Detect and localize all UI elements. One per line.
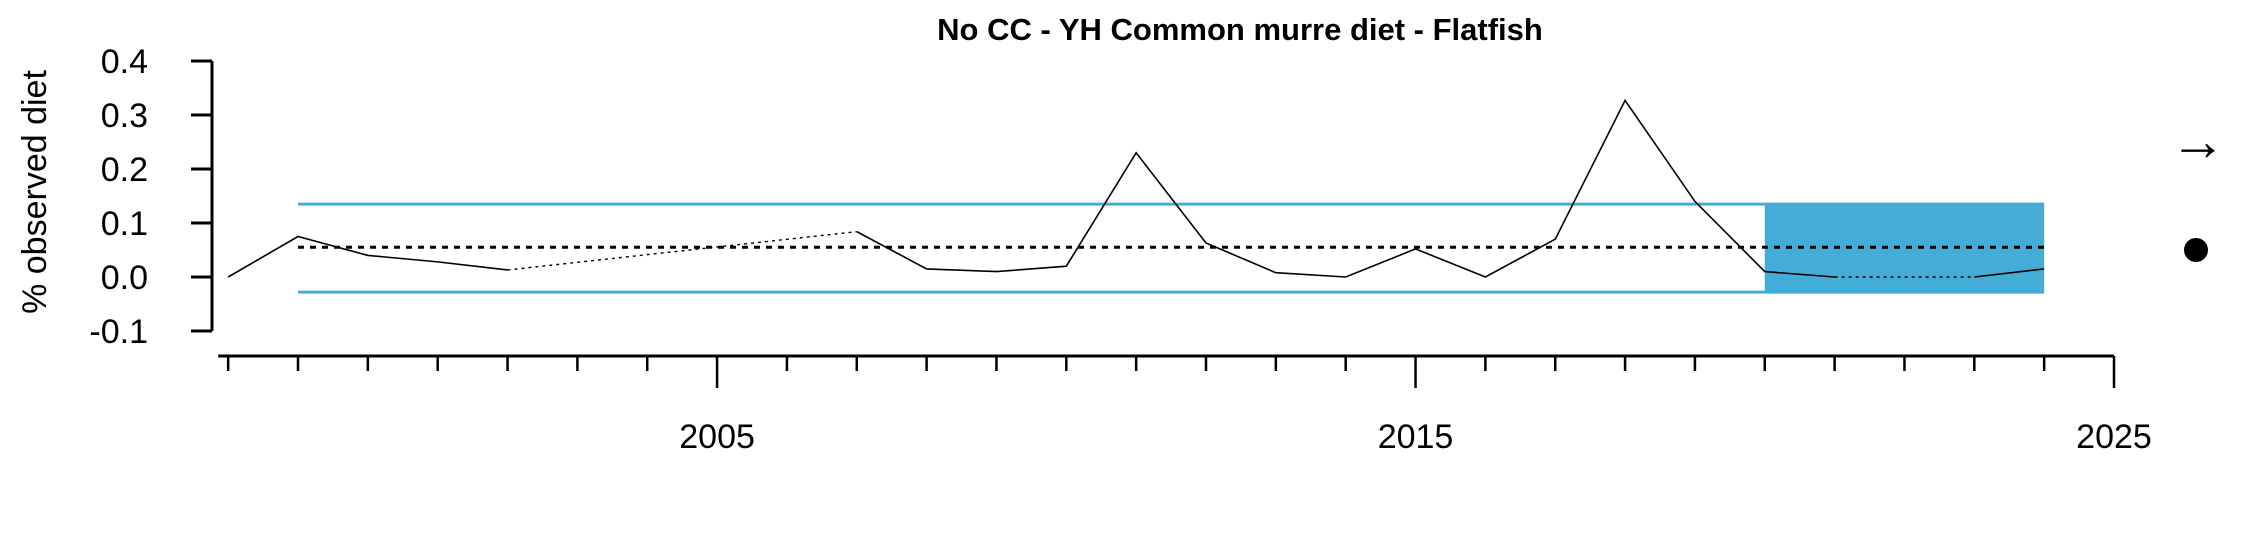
status-dot-shape: [2184, 238, 2208, 262]
chart-title: No CC - YH Common murre diet - Flatfish: [937, 12, 1543, 47]
status-dot-icon: [2184, 238, 2208, 262]
y-tick-label: -0.1: [89, 313, 148, 351]
y-tick-label: 0.2: [101, 151, 148, 189]
y-tick-label: 0.1: [101, 205, 148, 243]
y-tick-label: 0.4: [101, 43, 148, 81]
x-axis: 2005 2015 2025: [218, 354, 2152, 456]
series-line-segment: [1974, 268, 2045, 278]
sd-bands: [298, 202, 2045, 294]
x-tick-label: 2025: [2076, 418, 2152, 456]
series-line-segment: [227, 235, 508, 278]
x-tick-label: 2015: [1378, 418, 1454, 456]
y-tick-label: 0.0: [101, 259, 148, 297]
x-tick-label: 2005: [679, 418, 755, 456]
y-axis-label: % observed diet: [16, 70, 54, 314]
series-gap-dotted-segment: [507, 230, 857, 271]
series-line-segment: [856, 98, 1835, 278]
y-tick-label: 0.3: [101, 97, 148, 135]
trend-arrow-icon: →: [2170, 109, 2226, 172]
data-series: [227, 98, 2045, 278]
y-axis: -0.1 0.0 0.1 0.2 0.3 0.4: [89, 43, 214, 351]
